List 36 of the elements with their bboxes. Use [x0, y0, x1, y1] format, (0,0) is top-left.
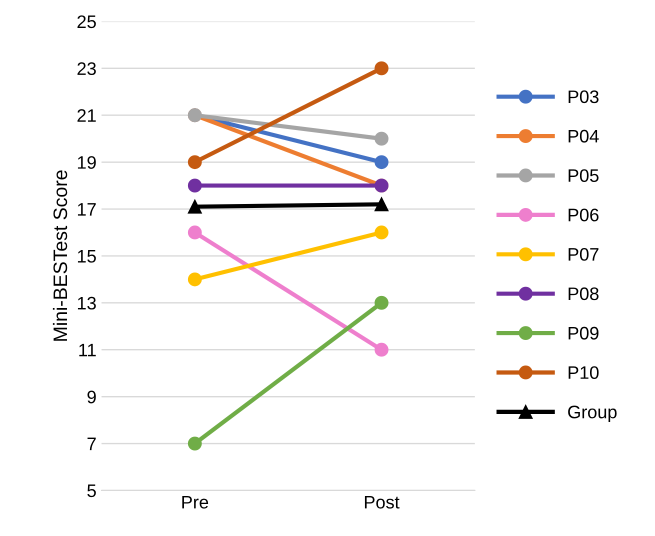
- y-tick-label: 5: [87, 484, 96, 498]
- y-tick-label: 19: [78, 156, 96, 169]
- y-tick-label: 23: [77, 62, 96, 76]
- y-tick-label: 13: [78, 296, 96, 310]
- point: [188, 200, 202, 214]
- x-tick-label: Post: [364, 496, 400, 509]
- legend-label: P04: [568, 130, 599, 143]
- point: [188, 226, 202, 240]
- y-tick-label: 15: [78, 250, 96, 263]
- y-tick-label: 7: [88, 438, 96, 450]
- y-tick-label: 9: [87, 390, 96, 404]
- point: [374, 197, 388, 212]
- legend-label: P10: [568, 366, 599, 379]
- point: [188, 155, 202, 170]
- point: [188, 436, 202, 450]
- point: [188, 272, 202, 286]
- point: [188, 178, 202, 193]
- point: [374, 296, 388, 310]
- point: [374, 132, 388, 146]
- legend-label: P05: [568, 169, 599, 182]
- legend-label: P09: [568, 326, 598, 340]
- y-tick-label: 21: [77, 109, 96, 122]
- point: [374, 61, 388, 76]
- legend-label: P08: [568, 287, 599, 300]
- legend-label: P07: [568, 248, 598, 261]
- y-axis-title: Mini-BESTest Score: [52, 170, 68, 341]
- y-tick-label: 25: [77, 15, 96, 28]
- point: [374, 155, 388, 170]
- legend-label: P03: [568, 90, 599, 104]
- legend-label: P06: [568, 208, 599, 222]
- y-tick-label: 17: [78, 203, 96, 216]
- x-tick-label: Pre: [182, 496, 208, 509]
- y-tick-label: 11: [79, 344, 96, 356]
- point: [374, 226, 388, 240]
- legend-label: Group: [568, 406, 617, 422]
- point: [374, 342, 388, 357]
